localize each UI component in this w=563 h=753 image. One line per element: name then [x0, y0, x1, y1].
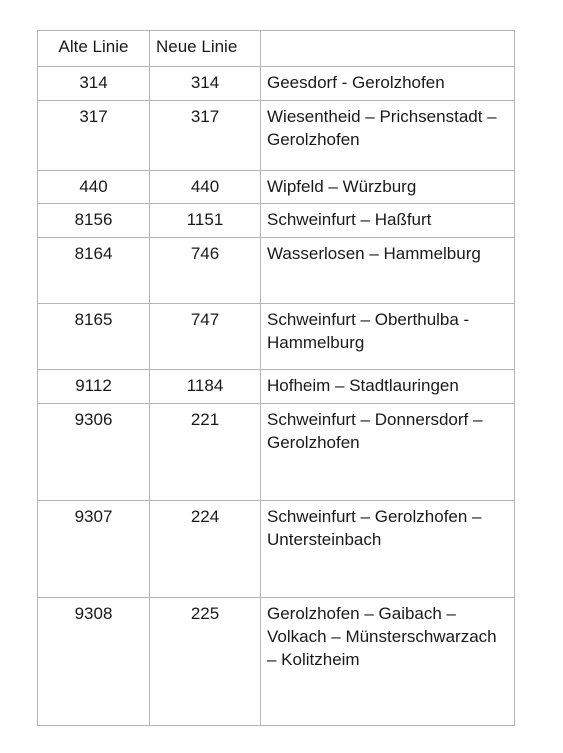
old-line-cell: 8156	[37, 203, 150, 238]
route-cell: Schweinfurt – Donnersdorf – Gerolzhofen	[260, 403, 515, 501]
new-line-cell: 1151	[149, 203, 261, 238]
old-line-cell: 314	[37, 66, 150, 101]
old-line-cell: 317	[37, 100, 150, 171]
route-cell: Hofheim – Stadtlauringen	[260, 369, 515, 404]
table-row: 314 314 Geesdorf - Gerolzhofen	[37, 66, 515, 101]
table-row: 317 317 Wiesentheid – Prichsenstadt – Ge…	[37, 100, 515, 171]
table-row: 9306 221 Schweinfurt – Donnersdorf – Ger…	[37, 403, 515, 501]
table-row: 8165 747 Schweinfurt – Oberthulba - Hamm…	[37, 303, 515, 370]
route-cell: Geesdorf - Gerolzhofen	[260, 66, 515, 101]
old-line-cell: 8164	[37, 237, 150, 304]
new-line-cell: 314	[149, 66, 261, 101]
route-cell: Gerolzhofen – Gaibach – Volkach – Münste…	[260, 597, 515, 726]
route-cell: Wasserlosen – Hammelburg	[260, 237, 515, 304]
old-line-cell: 9307	[37, 500, 150, 598]
new-line-cell: 1184	[149, 369, 261, 404]
header-alte-linie: Alte Linie	[37, 30, 150, 67]
header-route	[260, 30, 515, 67]
table-row: 440 440 Wipfeld – Würzburg	[37, 170, 515, 204]
bus-line-table: Alte Linie Neue Linie 314 314 Geesdorf -…	[37, 30, 515, 726]
route-cell: Schweinfurt – Haßfurt	[260, 203, 515, 238]
new-line-cell: 221	[149, 403, 261, 501]
table-row: 8156 1151 Schweinfurt – Haßfurt	[37, 203, 515, 238]
new-line-cell: 747	[149, 303, 261, 370]
new-line-cell: 224	[149, 500, 261, 598]
old-line-cell: 9308	[37, 597, 150, 726]
table-header-row: Alte Linie Neue Linie	[37, 30, 515, 67]
route-cell: Wipfeld – Würzburg	[260, 170, 515, 204]
old-line-cell: 9112	[37, 369, 150, 404]
new-line-cell: 746	[149, 237, 261, 304]
route-cell: Schweinfurt – Oberthulba - Hammelburg	[260, 303, 515, 370]
new-line-cell: 440	[149, 170, 261, 204]
table-row: 8164 746 Wasserlosen – Hammelburg	[37, 237, 515, 304]
route-cell: Schweinfurt – Gerolzhofen – Untersteinba…	[260, 500, 515, 598]
new-line-cell: 317	[149, 100, 261, 171]
table-row: 9307 224 Schweinfurt – Gerolzhofen – Unt…	[37, 500, 515, 598]
old-line-cell: 8165	[37, 303, 150, 370]
route-cell: Wiesentheid – Prichsenstadt – Gerolzhofe…	[260, 100, 515, 171]
old-line-cell: 440	[37, 170, 150, 204]
header-neue-linie: Neue Linie	[149, 30, 261, 67]
new-line-cell: 225	[149, 597, 261, 726]
old-line-cell: 9306	[37, 403, 150, 501]
table-row: 9308 225 Gerolzhofen – Gaibach – Volkach…	[37, 597, 515, 726]
table-row: 9112 1184 Hofheim – Stadtlauringen	[37, 369, 515, 404]
